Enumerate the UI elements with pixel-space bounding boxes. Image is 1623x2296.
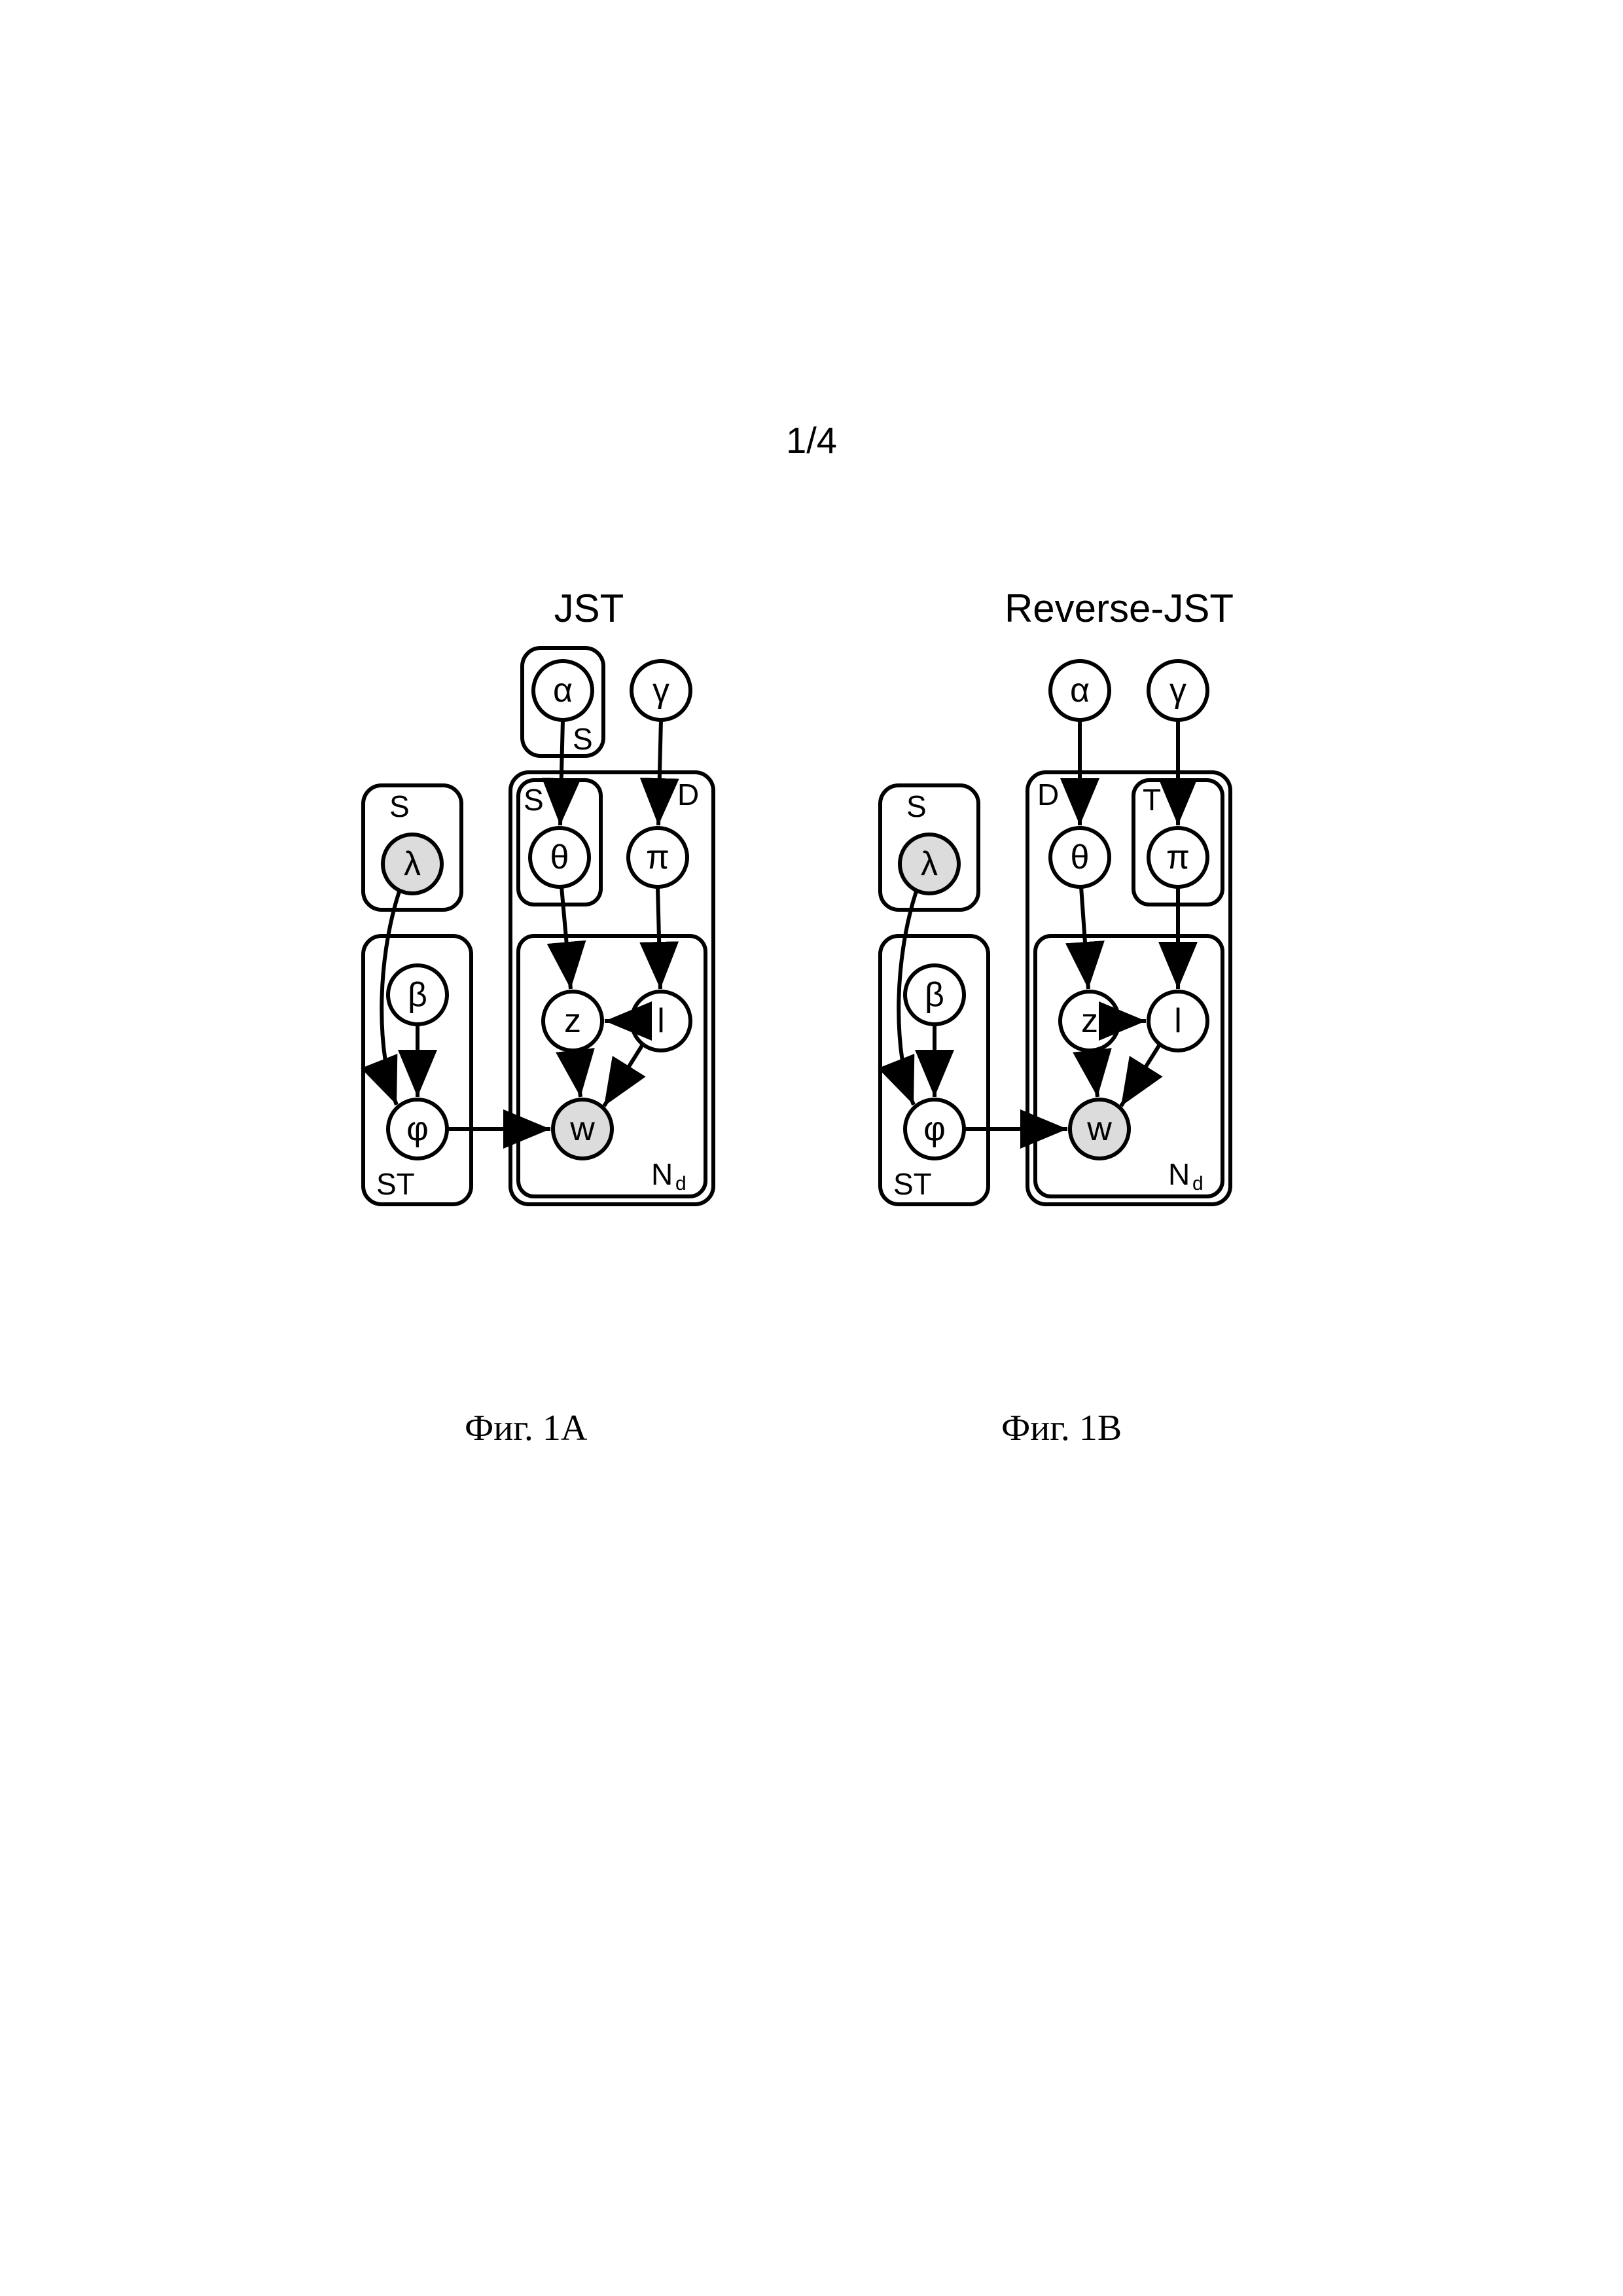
node-lambda-label: λ [921, 845, 938, 883]
node-alpha-label: α [1070, 672, 1090, 709]
caption-left: Фиг. 1A [465, 1407, 587, 1449]
edge-gamma-pi [658, 720, 661, 825]
node-gamma-label: γ [652, 672, 669, 709]
node-l-label: l [1174, 1002, 1182, 1040]
edge-pi-l [658, 887, 660, 989]
node-z-label: z [564, 1002, 581, 1040]
plate-s-lambda-label: S [906, 789, 927, 823]
plate-s-lambda-label: S [389, 789, 410, 823]
node-l-label: l [657, 1002, 665, 1040]
node-phi-label: φ [406, 1110, 429, 1148]
edge-l-w [1121, 1045, 1160, 1106]
plate-nd-label: N [1168, 1157, 1190, 1191]
node-alpha-label: α [553, 672, 573, 709]
node-pi-label: π [646, 838, 669, 876]
plate-s-alpha-label: S [573, 722, 593, 756]
plate-d-label: D [677, 778, 699, 812]
plate-nd-sub: d [1192, 1173, 1204, 1194]
plate-s-theta-label: S [524, 783, 544, 817]
plate-nd [518, 936, 705, 1196]
node-phi-label: φ [923, 1110, 946, 1148]
jst-diagram: JST S α γ D S θ π N d z l w [314, 583, 772, 1270]
edge-z-w [1092, 1050, 1097, 1097]
node-w-label: w [569, 1110, 595, 1148]
jst-title: JST [554, 586, 624, 630]
node-lambda-label: λ [404, 845, 421, 883]
node-pi-label: π [1166, 838, 1190, 876]
node-z-label: z [1081, 1002, 1098, 1040]
edge-l-w [604, 1045, 643, 1106]
node-theta-label: θ [550, 838, 569, 876]
node-beta-label: β [408, 976, 427, 1014]
page: 1/4 JST S α γ D S θ π N d [0, 0, 1623, 2296]
plate-d-label: D [1037, 778, 1059, 812]
node-gamma-label: γ [1169, 672, 1186, 709]
plate-nd-label: N [651, 1157, 673, 1191]
node-theta-label: θ [1071, 838, 1090, 876]
node-beta-label: β [925, 976, 944, 1014]
edge-alpha-theta [560, 720, 563, 825]
plate-st-label: ST [376, 1167, 415, 1201]
plate-nd-sub: d [675, 1173, 687, 1194]
caption-right: Фиг. 1B [1001, 1407, 1122, 1449]
rjst-title: Reverse-JST [1005, 586, 1234, 630]
plate-nd [1035, 936, 1222, 1196]
plate-st-label: ST [893, 1167, 932, 1201]
edge-z-w [575, 1050, 580, 1097]
plate-t-pi-label: T [1143, 783, 1161, 817]
reverse-jst-diagram: Reverse-JST α γ D T θ π N d z l w [831, 583, 1289, 1270]
node-w-label: w [1086, 1110, 1112, 1148]
page-number: 1/4 [786, 419, 837, 461]
